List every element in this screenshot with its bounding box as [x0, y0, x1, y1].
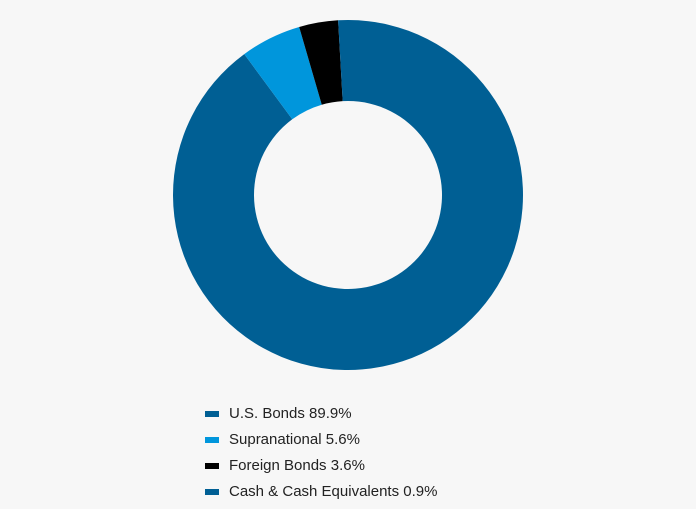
legend-label: Cash & Cash Equivalents 0.9% [229, 483, 437, 500]
legend-value: 3.6% [331, 457, 365, 474]
legend-value: 89.9% [309, 405, 352, 422]
legend-value: 5.6% [326, 431, 360, 448]
legend-label: Foreign Bonds 3.6% [229, 457, 365, 474]
donut-slice [338, 20, 348, 102]
legend-name: Foreign Bonds [229, 457, 327, 474]
donut-slice [172, 20, 524, 371]
legend-value: 0.9% [403, 483, 437, 500]
legend-label: U.S. Bonds 89.9% [229, 405, 352, 422]
legend-name: Cash & Cash Equivalents [229, 483, 399, 500]
legend-swatch [205, 463, 219, 469]
legend-swatch [205, 489, 219, 495]
legend-swatch [205, 411, 219, 417]
donut-slice [299, 20, 343, 105]
legend-name: U.S. Bonds [229, 405, 305, 422]
donut-slice [244, 26, 322, 120]
legend-name: Supranational [229, 431, 322, 448]
legend-label: Supranational 5.6% [229, 431, 360, 448]
legend-swatch [205, 437, 219, 443]
